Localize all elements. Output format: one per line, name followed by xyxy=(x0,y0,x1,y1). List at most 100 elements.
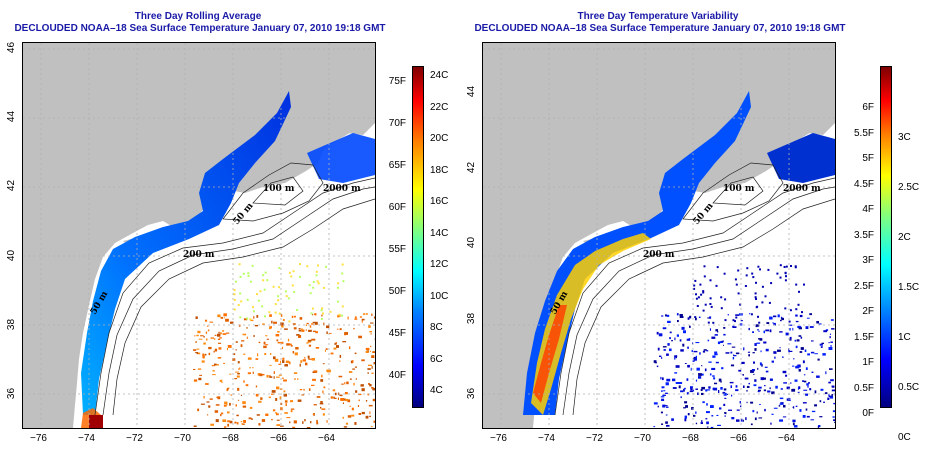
speckle-pixel xyxy=(266,338,269,340)
speckle-pixel xyxy=(712,355,716,358)
speckle-pixel xyxy=(802,402,807,404)
speckle-pixel xyxy=(743,347,745,351)
speckle-pixel xyxy=(277,299,280,302)
speckle-pixel xyxy=(367,393,370,396)
speckle-pixel xyxy=(329,310,332,313)
speckle-pixel xyxy=(234,280,237,283)
speckle-pixel xyxy=(683,388,685,392)
speckle-pixel xyxy=(790,382,792,384)
speckle-pixel xyxy=(734,320,736,323)
speckle-pixel xyxy=(361,320,363,323)
speckle-pixel xyxy=(661,398,665,401)
speckle-pixel xyxy=(750,423,753,426)
speckle-pixel xyxy=(322,363,325,365)
speckle-pixel xyxy=(371,387,374,389)
speckle-pixel xyxy=(368,383,370,385)
speckle-pixel xyxy=(317,264,319,267)
speckle-pixel xyxy=(828,342,830,344)
speckle-pixel xyxy=(218,347,222,350)
speckle-pixel xyxy=(784,279,787,282)
speckle-pixel xyxy=(200,403,205,405)
lat-lon-grid xyxy=(23,43,375,428)
speckle-pixel xyxy=(695,388,698,390)
speckle-pixel xyxy=(689,315,692,319)
speckle-pixel xyxy=(761,285,764,288)
speckle-pixel xyxy=(314,313,317,315)
bathymetry-contours xyxy=(554,162,835,416)
speckle-pixel xyxy=(196,352,198,355)
colorbar-f-label: 75F xyxy=(388,76,406,87)
speckle-pixel xyxy=(698,316,701,318)
speckle-pixel xyxy=(297,378,299,380)
speckle-pixel xyxy=(308,284,311,287)
speckle-pixel xyxy=(304,357,306,359)
colorbar-c-label: 2C xyxy=(898,232,911,243)
colorbar-c-label: 10C xyxy=(430,290,449,302)
speckle-pixel xyxy=(773,351,777,354)
speckle-pixel xyxy=(755,281,757,284)
speckle-pixel xyxy=(795,405,798,407)
speckle-pixel xyxy=(202,355,205,359)
speckle-pixel xyxy=(311,323,314,325)
speckle-pixel xyxy=(656,331,659,335)
speckle-pixel xyxy=(682,343,685,347)
left-colorbar xyxy=(412,66,424,408)
speckle-pixel xyxy=(693,358,697,361)
speckle-pixel xyxy=(827,397,830,400)
speckle-pixel xyxy=(741,361,745,364)
speckle-pixel xyxy=(805,367,808,370)
speckle-pixel xyxy=(819,416,823,418)
speckle-pixel xyxy=(830,379,834,382)
speckle-pixel xyxy=(370,322,374,324)
speckle-pixel xyxy=(666,353,669,356)
speckle-pixel xyxy=(700,388,703,391)
speckle-pixel xyxy=(783,405,786,408)
speckle-pixel xyxy=(753,361,755,364)
speckle-pixel xyxy=(706,411,710,414)
speckle-pixel xyxy=(284,412,288,414)
speckle-pixel xyxy=(290,275,293,278)
nova-scotia-land xyxy=(738,53,835,151)
speckle-pixel xyxy=(280,360,281,364)
speckle-pixel xyxy=(235,404,237,407)
speckle-pixel xyxy=(282,377,284,379)
speckle-pixel xyxy=(744,377,749,380)
speckle-pixel xyxy=(312,321,316,324)
sst-hot-spot xyxy=(89,415,103,428)
speckle-pixel xyxy=(268,311,271,314)
speckle-pixel xyxy=(246,317,249,320)
speckle-pixel xyxy=(372,351,375,353)
speckle-pixel xyxy=(321,374,323,378)
speckle-pixel xyxy=(293,291,296,293)
speckle-pixel xyxy=(239,275,242,278)
speckle-pixel xyxy=(669,331,672,334)
speckle-pixel xyxy=(349,346,351,350)
speckle-pixel xyxy=(286,343,290,346)
colorbar-f-label: 65F xyxy=(388,160,406,171)
speckle-pixel xyxy=(708,361,712,363)
contour-label-50m: 50 m xyxy=(232,201,256,227)
speckle-pixel xyxy=(283,379,287,382)
speckle-pixel xyxy=(277,331,280,333)
speckle-pixel xyxy=(712,375,715,377)
speckle-pixel xyxy=(831,328,835,330)
speckle-pixel xyxy=(268,375,271,377)
speckle-pixel xyxy=(729,381,734,384)
speckle-pixel xyxy=(797,325,802,328)
speckle-pixel xyxy=(829,333,831,335)
speckle-pixel xyxy=(247,272,250,275)
colorbar-f-label: 55F xyxy=(388,244,406,255)
speckle-pixel xyxy=(769,378,773,381)
speckle-pixel xyxy=(226,332,230,334)
speckle-pixel xyxy=(662,404,666,408)
speckle-pixel xyxy=(278,312,281,315)
speckle-pixel xyxy=(361,318,365,321)
speckle-pixel xyxy=(675,382,680,384)
speckle-pixel xyxy=(711,336,716,339)
speckle-pixel xyxy=(264,353,267,355)
speckle-pixel xyxy=(783,266,786,268)
speckle-pixel xyxy=(197,368,202,370)
speckle-pixel xyxy=(794,425,798,428)
speckle-pixel xyxy=(315,270,318,273)
speckle-pixel xyxy=(669,337,671,340)
